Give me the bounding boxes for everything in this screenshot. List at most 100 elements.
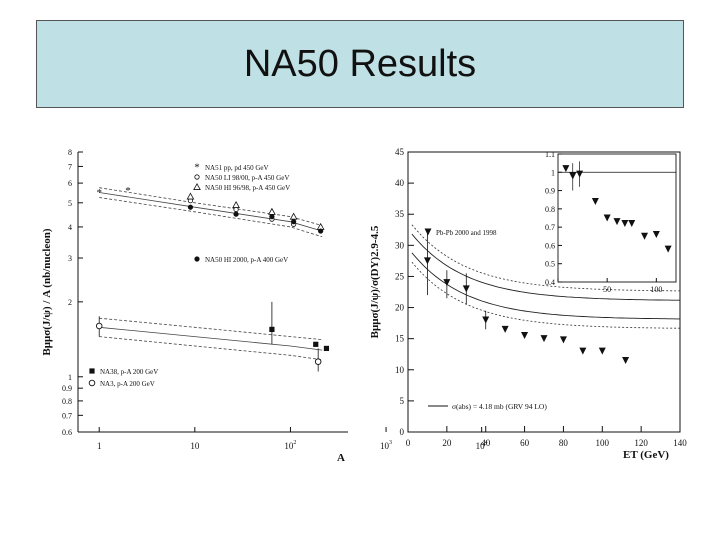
inset-y-tick-label: 1.1 (545, 150, 555, 159)
inset-data-point (641, 232, 649, 240)
legend-label: Pb-Pb 2000 and 1998 (436, 229, 497, 237)
data-point-triangle (443, 279, 451, 287)
inset-y-tick-label: 0.4 (545, 278, 555, 287)
model-curve (99, 187, 323, 226)
data-point-triangle (423, 257, 431, 265)
inset-data-point (562, 165, 570, 173)
inset-data-point (664, 245, 672, 253)
plot-frame (407, 151, 681, 433)
y-tick-label: 8 (68, 148, 72, 157)
data-point-circle-filled (291, 219, 297, 225)
data-point-triangle (501, 325, 509, 333)
inset-x-tick-label: 100 (650, 285, 662, 294)
inset-data-point (603, 214, 611, 222)
data-point-triangle (521, 332, 529, 340)
x-tick-label: 102 (284, 440, 296, 451)
legend-label: NA50 HI 96/98, p-A 450 GeV (205, 184, 290, 192)
y-tick-label: 0.8 (62, 397, 72, 406)
data-point-square-filled (323, 345, 330, 352)
model-curve (99, 192, 323, 232)
x-tick-label: 40 (481, 438, 491, 448)
y-tick-label: 4 (68, 223, 72, 232)
x-tick-label: 140 (673, 438, 687, 448)
slide-title: NA50 Results (243, 42, 477, 85)
data-point-triangle (622, 356, 630, 364)
legend-label: NA3, p-A 200 GeV (100, 380, 155, 388)
inset-y-tick-label: 0.8 (545, 205, 555, 214)
legend-label: NA38, p-A 200 GeV (100, 368, 158, 376)
inset-data-point (569, 172, 577, 180)
data-point-circle-filled (233, 211, 239, 217)
theory-line-lower (411, 252, 680, 320)
y-tick-label: 25 (395, 271, 405, 281)
slide-title-box: NA50 Results (36, 20, 684, 108)
y-tick-label: 0 (400, 427, 405, 437)
x-tick-label: 103 (380, 440, 392, 451)
y-tick-label: 3 (68, 254, 72, 263)
y-tick-label: 20 (395, 303, 405, 313)
y-tick-label: 2 (68, 298, 72, 307)
legend-marker (193, 182, 201, 190)
inset-y-tick-label: 0.6 (545, 241, 555, 250)
x-tick-label: 60 (520, 438, 530, 448)
data-point-circle-filled (269, 214, 275, 220)
x-tick-label: 80 (559, 438, 569, 448)
legend-marker (194, 256, 200, 262)
legend-marker (424, 228, 432, 236)
data-point-circle-open (314, 358, 322, 365)
y-axis-label: Bμμσ(J/ψ) / A (nb/nucleon) (41, 228, 53, 356)
legend-label: NA51 pp, pd 450 GeV (205, 164, 269, 172)
x-tick-label: 10 (190, 441, 200, 451)
data-point-triangle-open (186, 192, 195, 200)
data-point-triangle (482, 316, 490, 324)
inset-frame (557, 153, 677, 283)
y-tick-label: 1 (68, 373, 72, 382)
data-point-triangle (598, 347, 606, 355)
y-tick-label: 6 (68, 179, 72, 188)
theory-band-lower (411, 261, 680, 329)
x-tick-label: 100 (596, 438, 610, 448)
legend-marker (88, 379, 96, 387)
x-tick-label: 0 (406, 438, 411, 448)
y-tick-label: 35 (395, 209, 405, 219)
data-point-circle-open (95, 322, 103, 330)
legend-label: σ(abs) = 4.18 mb (GRV 94 LO) (452, 402, 547, 411)
data-point-triangle (559, 336, 567, 344)
data-point-star: * (125, 185, 131, 197)
theory-band-upper (411, 224, 680, 292)
inset-data-point (628, 219, 636, 227)
data-point-triangle (462, 285, 470, 293)
data-point-triangle (579, 347, 587, 355)
inset-y-tick-label: 0.9 (545, 187, 555, 196)
y-tick-label: 5 (68, 199, 72, 208)
y-tick-label: 0.7 (62, 411, 72, 420)
y-tick-label: 15 (395, 334, 405, 344)
x-tick-label: 104 (476, 440, 488, 451)
x-tick-label: 1 (97, 441, 102, 451)
data-point-circle-filled (318, 228, 324, 234)
data-point-square-filled (269, 326, 275, 333)
x-tick-label: 120 (634, 438, 648, 448)
y-tick-label: 10 (395, 365, 405, 375)
inset-x-tick-label: 50 (603, 285, 611, 294)
inset-data-point (652, 230, 660, 238)
y-tick-label: 7 (68, 162, 72, 171)
y-tick-label: 45 (395, 147, 405, 157)
inset-y-tick-label: 0.5 (545, 260, 555, 269)
inset-data-point (576, 170, 584, 178)
x-axis-label: ET (GeV) (623, 449, 669, 461)
x-tick-label: 20 (442, 438, 452, 448)
x-axis-label: A (337, 452, 345, 464)
inset-data-point (591, 198, 599, 206)
y-tick-label: 0.9 (62, 384, 72, 393)
inset-y-tick-label: 0.7 (545, 223, 555, 232)
legend-marker (194, 174, 200, 180)
model-curve (99, 197, 323, 238)
data-point-triangle-open (232, 200, 240, 208)
inset-y-tick-label: 1 (551, 168, 555, 177)
inset-data-point (613, 218, 621, 226)
legend-marker (89, 368, 95, 374)
inset-data-point (621, 219, 629, 227)
legend-label: NA50 HI 2000, p-A 400 GeV (205, 256, 288, 264)
